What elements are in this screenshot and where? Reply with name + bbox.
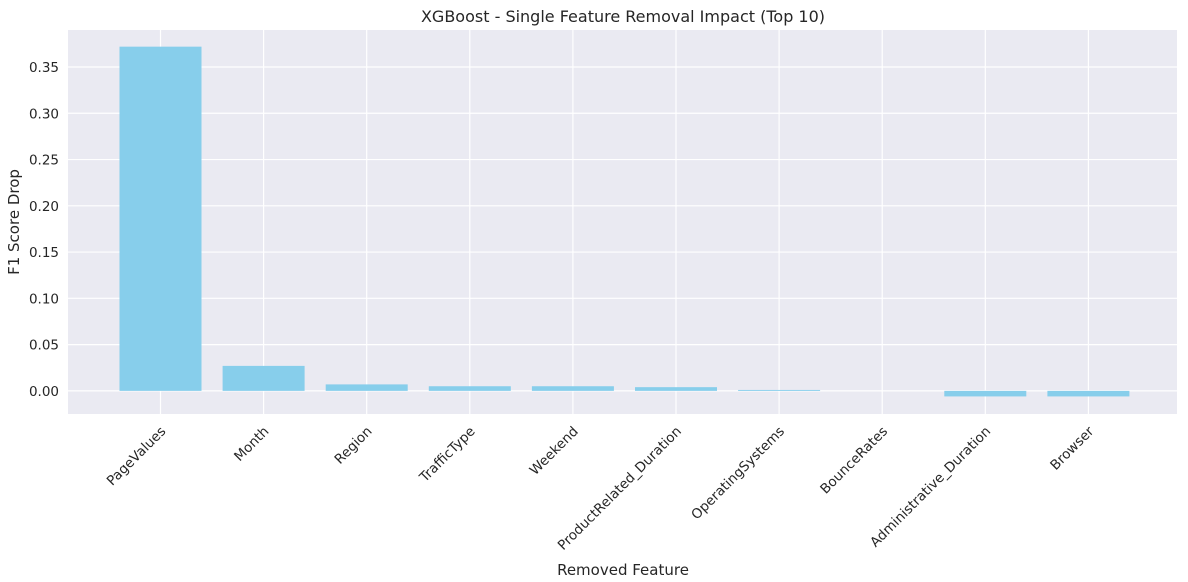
x-tick-label: BounceRates: [817, 424, 891, 498]
y-tick-label: 0.15: [29, 245, 59, 261]
y-tick-label: 0.30: [29, 106, 59, 122]
x-tick-label: Administrative_Duration: [867, 424, 994, 551]
y-tick-label: 0.20: [29, 199, 59, 215]
bar-productrelated-duration: [635, 387, 717, 391]
x-tick-label: Weekend: [527, 424, 582, 479]
bar-month: [222, 365, 305, 391]
bar-region: [325, 384, 408, 391]
x-tick-label: TrafficType: [416, 424, 479, 487]
bar-weekend: [531, 386, 614, 391]
x-axis-ticks: PageValues Month Region TrafficType WeekendP…: [104, 423, 1098, 553]
y-tick-label: 0.10: [29, 291, 59, 307]
x-tick-label: OperatingSystems: [688, 424, 788, 524]
chart-title: XGBoost - Single Feature Removal Impact …: [421, 7, 825, 26]
x-tick-label: Month: [231, 424, 272, 465]
x-tick-label: ProductRelated_Duration: [555, 424, 685, 554]
y-axis-ticks: 0.00 0.05 0.10 0.15 0.20 0.25 0.30 0.35: [29, 60, 59, 400]
x-axis-label: Removed Feature: [557, 561, 689, 579]
y-axis-label: F1 Score Drop: [5, 169, 23, 275]
bar-administrative-duration: [944, 390, 1027, 397]
bar-traffictype: [428, 386, 511, 391]
y-tick-label: 0.25: [29, 153, 59, 169]
x-tick-label: Browser: [1047, 423, 1097, 473]
y-tick-label: 0.35: [29, 60, 59, 76]
x-tick-label: Region: [332, 424, 376, 468]
bar-pagevalues: [119, 46, 202, 391]
y-tick-label: 0.00: [29, 384, 59, 400]
y-tick-label: 0.05: [29, 338, 59, 354]
bar-browser: [1047, 390, 1130, 397]
bars: [119, 46, 1130, 397]
plot-area: [68, 30, 1177, 414]
grid-lines: [68, 30, 1177, 414]
x-tick-label: PageValues: [104, 424, 170, 490]
bar-operatingsystems: [738, 389, 821, 391]
